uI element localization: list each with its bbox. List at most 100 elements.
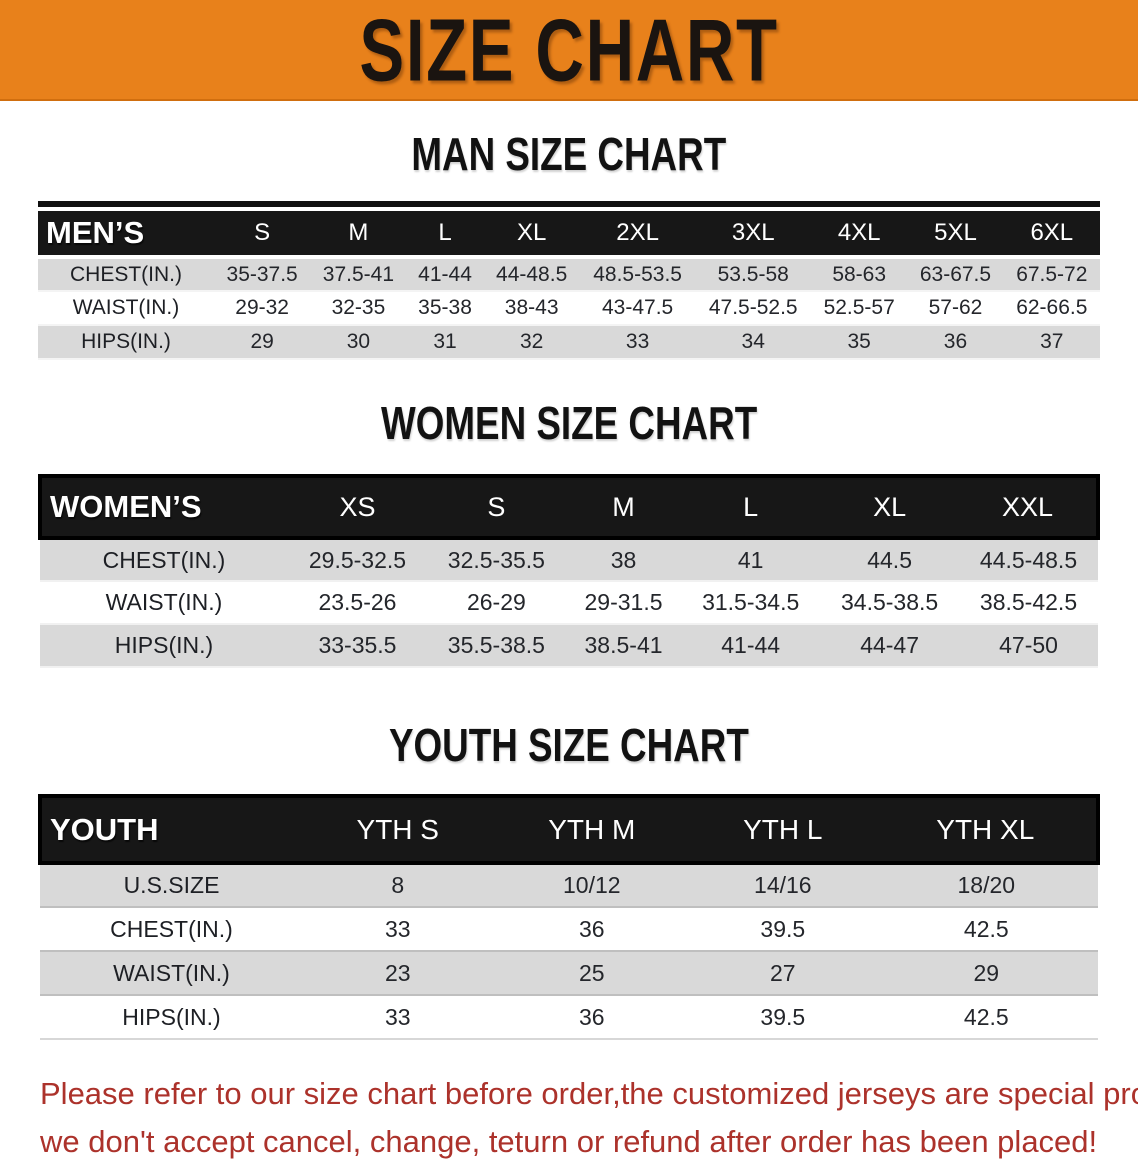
men-table-header: MEN’S S M L XL 2XL 3XL 4XL 5XL 6XL [38,211,1100,259]
size-value-cell: 57-62 [928,296,983,319]
size-value-cell: 23 [384,959,411,986]
size-value-cell: 34 [741,330,765,353]
order-policy-line-1: Please refer to our size chart before or… [40,1076,1138,1111]
women-section-heading-text: WOMEN SIZE CHART [380,397,758,449]
men-col-header-2xl: 2XL [579,211,696,259]
men-hips-row: HIPS(IN.) 29 30 31 32 33 34 35 36 37 [38,325,1100,359]
size-value-cell: 37.5-41 [322,262,395,286]
size-value-cell: 35.5-38.5 [447,632,545,658]
size-value-cell: 44.5 [867,546,912,573]
size-value-cell: 41 [737,546,764,573]
row-label: WAIST(IN.) [105,589,223,615]
size-value-cell: 25 [578,959,605,986]
size-value-cell: 35-38 [418,296,472,319]
size-value-cell: 33 [384,1003,411,1030]
size-value-cell: 29 [973,959,1000,986]
size-value-cell: 44-48.5 [496,262,568,286]
youth-col-header-l: YTH L [691,794,875,865]
size-value-cell: 10/12 [563,872,621,898]
youth-ussize-row: U.S.SIZE 8 10/12 14/16 18/20 [40,863,1098,907]
size-value-cell: 63-67.5 [919,262,992,286]
banner: SIZE CHART [0,0,1138,101]
size-value-cell: 32.5-35.5 [447,546,545,573]
youth-size-table-wrap: YOUTH YTH S YTH M YTH L YTH XL U.S.SIZE … [38,794,1101,1040]
size-value-cell: 38-43 [504,296,559,319]
size-value-cell: 67.5-72 [1016,262,1088,286]
size-value-cell: 44-47 [860,632,920,658]
size-value-cell: 52.5-57 [823,296,895,319]
order-policy-line-2: we don't accept cancel, change, teturn o… [40,1124,1098,1160]
women-chest-row: CHEST(IN.) 29.5-32.5 32.5-35.5 38 41 44.… [40,538,1098,581]
men-waist-row: WAIST(IN.) 29-32 32-35 35-38 38-43 43-47… [38,291,1100,325]
youth-chest-row: CHEST(IN.) 33 36 39.5 42.5 [40,907,1098,951]
youth-hips-row: HIPS(IN.) 33 36 39.5 42.5 [40,995,1098,1039]
size-value-cell: 36 [943,330,968,353]
women-table-header: WOMEN’S XS S M L XL XXL [38,474,1100,540]
size-value-cell: 41-44 [721,632,781,658]
men-col-header-s: S [214,211,311,259]
size-value-cell: 33 [625,330,650,353]
youth-col-header-xl: YTH XL [874,794,1101,865]
size-value-cell: 35-37.5 [226,262,298,286]
men-col-header-6xl: 6XL [1003,211,1100,259]
size-value-cell: 48.5-53.5 [593,262,682,286]
women-col-header-xl: XL [820,474,960,540]
size-value-cell: 32 [519,330,544,353]
men-size-table: MEN’S S M L XL 2XL 3XL 4XL 5XL 6XL CHEST… [38,211,1100,360]
women-header-label: WOMEN’S [38,474,288,540]
size-value-cell: 18/20 [957,872,1016,898]
row-label: CHEST(IN.) [70,262,182,286]
youth-size-table: YOUTH YTH S YTH M YTH L YTH XL U.S.SIZE … [38,794,1101,1040]
size-value-cell: 33 [384,915,411,942]
order-policy-note: Please refer to our size chart before or… [40,1070,1138,1166]
size-value-cell: 43-47.5 [601,296,674,319]
size-value-cell: 36 [578,1003,605,1030]
size-value-cell: 42.5 [963,915,1009,942]
size-value-cell: 42.5 [963,1003,1009,1030]
size-value-cell: 41-44 [418,262,472,286]
size-value-cell: 39.5 [760,915,806,942]
size-value-cell: 34.5-38.5 [841,589,939,615]
women-size-table-wrap: WOMEN’S XS S M L XL XXL CHEST(IN.) 29.5-… [38,474,1100,668]
men-header-label: MEN’S [38,211,214,259]
men-header-row: MEN’S S M L XL 2XL 3XL 4XL 5XL 6XL [38,211,1100,259]
size-value-cell: 62-66.5 [1016,296,1088,319]
men-col-header-5xl: 5XL [907,211,1004,259]
size-value-cell: 36 [578,915,605,942]
youth-col-header-m: YTH M [492,794,692,865]
women-size-table: WOMEN’S XS S M L XL XXL CHEST(IN.) 29.5-… [38,474,1100,668]
size-value-cell: 29-31.5 [584,589,663,615]
size-value-cell: 32-35 [331,296,386,319]
size-value-cell: 29-32 [235,296,289,319]
size-value-cell: 30 [346,330,371,353]
row-label: WAIST(IN.) [72,296,180,319]
women-section-heading: WOMEN SIZE CHART [0,400,1138,446]
youth-waist-row: WAIST(IN.) 23 25 27 29 [40,951,1098,995]
row-label: CHEST(IN.) [110,915,233,942]
men-col-header-xl: XL [483,211,580,259]
row-label: HIPS(IN.) [81,330,171,353]
row-label: HIPS(IN.) [122,1003,221,1030]
row-label: U.S.SIZE [123,872,220,898]
men-chest-row: CHEST(IN.) 35-37.5 37.5-41 41-44 44-48.5… [38,257,1100,291]
size-value-cell: 23.5-26 [318,589,397,615]
size-value-cell: 38 [610,546,637,573]
size-value-cell: 44.5-48.5 [979,546,1078,573]
size-value-cell: 37 [1040,330,1064,353]
women-col-header-xs: XS [288,474,427,540]
men-col-header-3xl: 3XL [695,211,812,259]
size-value-cell: 47.5-52.5 [708,296,798,319]
men-size-table-wrap: MEN’S S M L XL 2XL 3XL 4XL 5XL 6XL CHEST… [38,201,1100,360]
men-col-header-l: L [406,211,484,259]
row-label: CHEST(IN.) [102,546,226,573]
size-value-cell: 14/16 [754,872,812,898]
size-value-cell: 27 [770,959,796,986]
banner-title: SIZE CHART [359,0,779,99]
youth-col-header-s: YTH S [303,794,493,865]
size-value-cell: 35 [847,330,871,353]
women-col-header-m: M [565,474,682,540]
size-value-cell: 31 [433,330,457,353]
women-header-row: WOMEN’S XS S M L XL XXL [38,474,1100,540]
youth-header-row: YOUTH YTH S YTH M YTH L YTH XL [38,794,1101,865]
